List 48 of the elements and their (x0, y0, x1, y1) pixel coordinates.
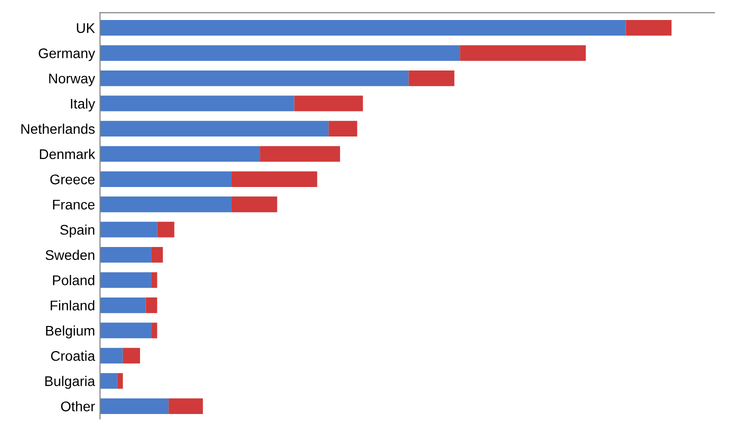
y-tick-label: Finland (50, 300, 94, 310)
bar (100, 322, 152, 338)
bar (100, 45, 460, 61)
y-tick-label: Sweden (46, 250, 94, 260)
bar (100, 297, 146, 314)
bar (100, 120, 329, 137)
bar (122, 348, 140, 364)
bar (231, 196, 278, 212)
bar (100, 20, 626, 36)
bar (100, 196, 232, 212)
bar (100, 146, 260, 162)
bar (460, 45, 586, 61)
bar (100, 96, 294, 112)
bar (408, 70, 454, 86)
bar (100, 272, 152, 288)
bar (100, 348, 123, 364)
bar (168, 398, 203, 414)
y-tick-label: Denmark (40, 148, 96, 160)
bar (100, 222, 158, 238)
bar (151, 322, 158, 338)
bar (146, 297, 158, 314)
bar (626, 20, 672, 36)
y-tick-label: Belgium (46, 325, 94, 338)
bar (100, 247, 152, 263)
y-tick-label: Greece (50, 174, 95, 184)
y-tick-label: Spain (60, 224, 94, 238)
y-tick-label: France (53, 200, 95, 210)
bar (117, 373, 123, 389)
y-tick-label: Italy (70, 98, 96, 112)
bar (231, 171, 318, 187)
bar (294, 96, 363, 112)
bar (157, 222, 174, 238)
y-tick-label: Bulgaria (45, 376, 96, 389)
bar (100, 373, 118, 389)
bar (100, 398, 169, 414)
y-tick-label: Other (61, 401, 95, 412)
bar (151, 247, 163, 263)
bar (328, 120, 358, 137)
bar (151, 272, 158, 288)
y-tick-label: Poland (53, 275, 94, 286)
y-tick-label: Norway (49, 74, 96, 86)
y-tick-label: Germany (38, 48, 96, 61)
y-tick-label: UK (76, 23, 95, 33)
bar (100, 70, 409, 86)
bar (260, 146, 340, 162)
y-tick-label: Croatia (51, 350, 96, 361)
y-tick-label: Netherlands (21, 124, 95, 134)
bar (100, 171, 232, 187)
